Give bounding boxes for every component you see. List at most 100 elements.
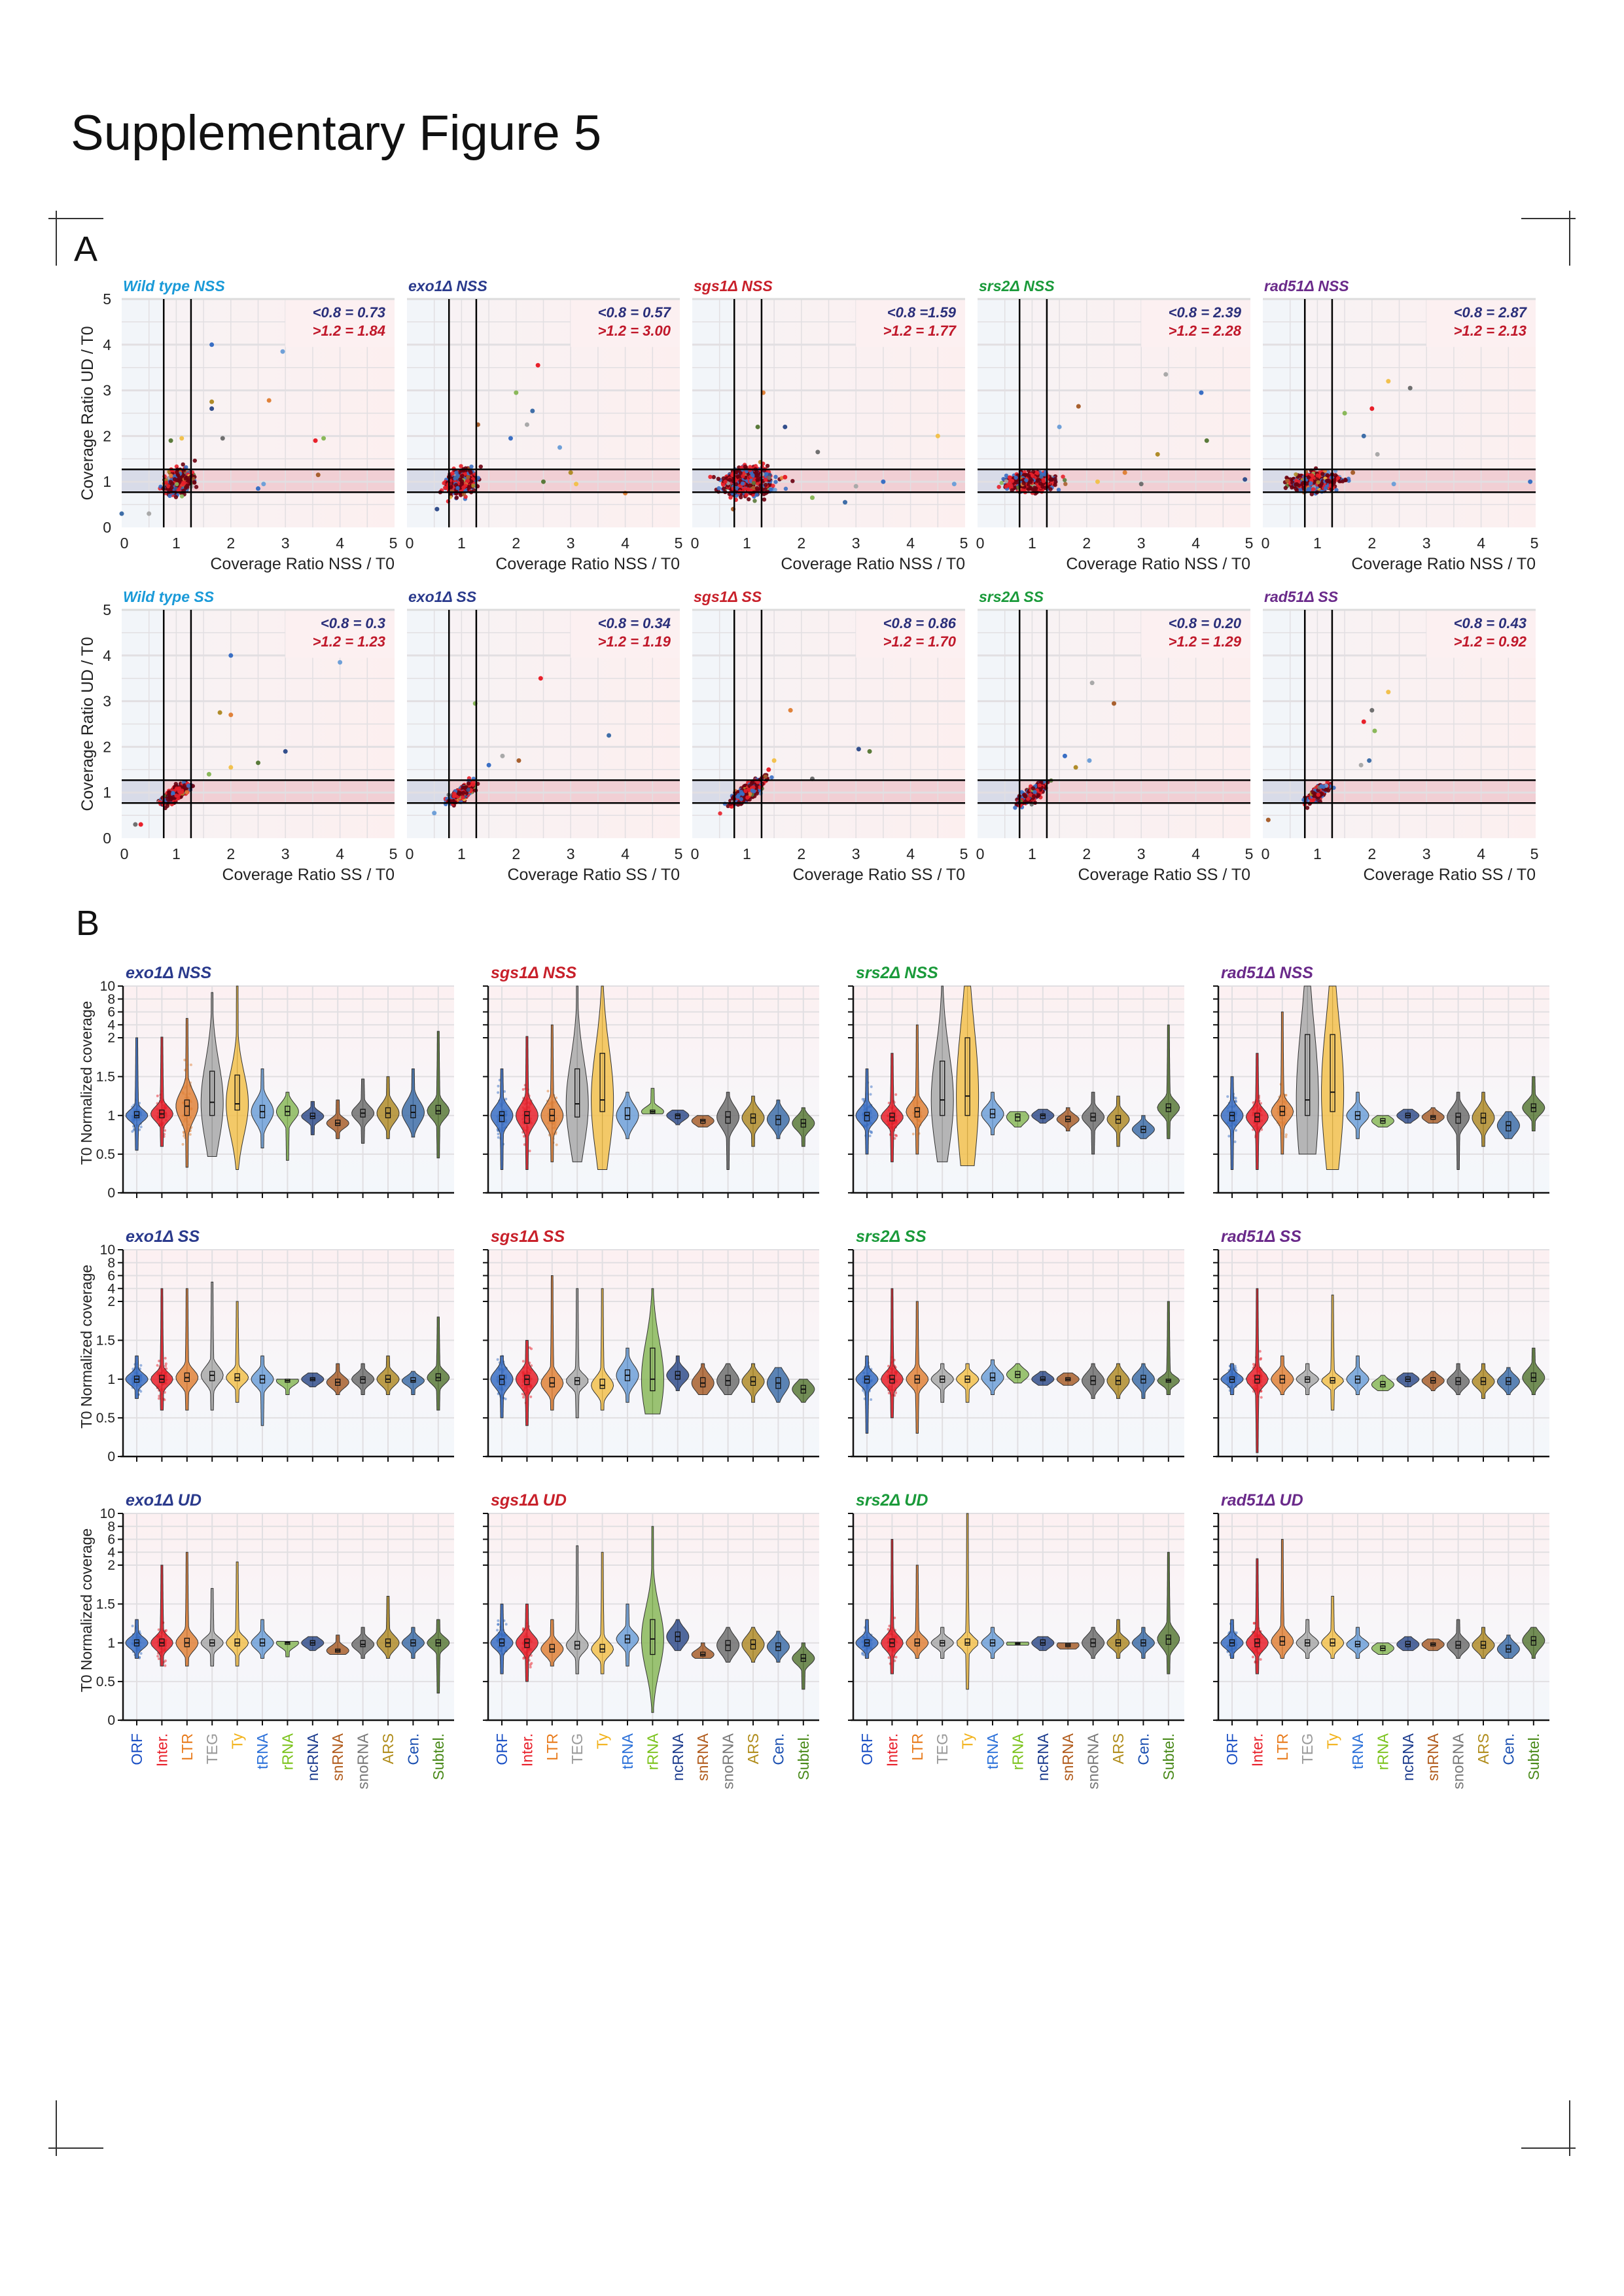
data-point	[478, 464, 483, 469]
data-point	[1325, 473, 1330, 478]
data-point	[168, 493, 172, 499]
outlier-point	[607, 733, 612, 738]
data-point	[181, 481, 186, 486]
outlier-point	[1391, 482, 1396, 487]
section-label-b: B	[76, 904, 100, 943]
y-tick-label: 0	[103, 519, 111, 536]
data-point	[783, 486, 788, 491]
scatter-panel-srs2-nss: srs2Δ NSS<0.8 = 2.39>1.2 = 2.280 1 2 3 4 5Cov…	[976, 277, 1254, 573]
panel-title-condition: SS	[456, 588, 476, 605]
x-tick-label: 4	[1192, 535, 1200, 552]
panel-title-strain: exo1Δ	[408, 588, 452, 605]
data-point	[1283, 486, 1288, 490]
outlier-point	[147, 511, 152, 516]
panel-title-condition: NSS	[741, 277, 773, 294]
outlier-point	[283, 749, 288, 754]
data-point	[751, 481, 756, 486]
outlier-point	[1139, 482, 1144, 487]
data-point	[172, 474, 177, 479]
panel-title-condition: SS	[194, 588, 214, 605]
data-point	[743, 465, 748, 469]
data-point	[999, 480, 1004, 486]
data-point	[1062, 478, 1067, 482]
data-point	[466, 474, 470, 480]
x-axis-label: Coverage Ratio SS / T0	[222, 866, 395, 884]
data-point	[1053, 477, 1057, 482]
outlier-point	[1369, 406, 1375, 412]
x-tick-label: 2	[1368, 535, 1376, 552]
panel-title-strain: sgs1Δ	[694, 277, 737, 294]
data-point	[716, 476, 721, 482]
outlier-point	[256, 760, 260, 766]
panel-title-strain: exo1Δ	[408, 277, 452, 294]
data-point	[716, 486, 721, 491]
data-point	[186, 783, 191, 788]
x-tick-label: 2	[797, 535, 805, 552]
outlier-point	[209, 342, 215, 347]
x-axis-label: Coverage Ratio NSS / T0	[781, 555, 965, 573]
data-point	[458, 477, 463, 482]
data-point	[1311, 487, 1316, 491]
data-point	[763, 477, 768, 482]
data-point	[1014, 480, 1019, 485]
data-point	[192, 480, 197, 485]
data-point	[767, 476, 771, 480]
outlier-point	[280, 349, 285, 354]
data-point	[754, 469, 759, 474]
y-tick-label: 1	[103, 784, 111, 801]
stat-high: >1.2 = 1.84	[313, 323, 385, 339]
data-point	[728, 478, 732, 482]
scatter-panel-rad51-nss: rad51Δ NSS<0.8 = 2.87>1.2 = 2.130 1 2 3 4 5Co…	[1262, 277, 1539, 573]
x-tick-label: 0	[120, 845, 129, 862]
panel-title: sgs1Δ NSS	[694, 277, 773, 294]
outlier-point	[228, 713, 234, 718]
data-point	[763, 482, 768, 487]
y-tick-label: 2	[103, 738, 111, 755]
outlier-point	[119, 511, 124, 516]
outlier-point	[321, 436, 327, 441]
data-point	[166, 797, 170, 802]
x-tick-label: 1	[172, 845, 181, 862]
panel-title-condition: NSS	[194, 277, 225, 294]
x-tick-label: 0	[1262, 535, 1270, 552]
data-point	[454, 470, 459, 475]
outlier-point	[1528, 479, 1533, 484]
panel-title-condition: NSS	[456, 277, 487, 294]
stat-high: >1.2 = 2.28	[1169, 323, 1242, 339]
outlier-point	[209, 399, 215, 404]
crop-marks	[48, 211, 1576, 2156]
data-point	[459, 464, 463, 468]
data-point	[723, 480, 728, 484]
data-point	[177, 476, 181, 481]
x-tick-label: 3	[1137, 535, 1146, 552]
data-point	[179, 790, 185, 794]
data-point	[455, 486, 460, 491]
x-tick-label: 0	[406, 845, 414, 862]
outlier-point	[881, 479, 886, 484]
data-point	[763, 487, 768, 492]
stat-low: <0.8 = 0.73	[313, 304, 385, 321]
x-tick-label: 4	[621, 845, 629, 862]
panel-title-strain: Wild type	[123, 588, 190, 605]
stat-low: <0.8 = 0.3	[321, 615, 385, 631]
outlier-point	[338, 660, 343, 665]
outlier-point	[815, 450, 821, 455]
data-point	[746, 487, 751, 492]
outlier-point	[313, 438, 318, 443]
data-point	[179, 494, 185, 499]
y-tick-label: 5	[103, 601, 111, 618]
scatter-panel-exo1-nss: exo1Δ NSS<0.8 = 0.57>1.2 = 3.000 1 2 3 4 5Cov…	[406, 277, 683, 573]
outlier-point	[138, 822, 143, 827]
data-point	[1021, 481, 1026, 486]
data-point	[1048, 477, 1053, 482]
data-point	[1340, 479, 1345, 484]
outlier-point	[935, 433, 940, 438]
x-tick-label: 2	[512, 535, 520, 552]
data-point	[1026, 487, 1031, 491]
x-tick-label: 2	[226, 535, 235, 552]
x-tick-label: 5	[675, 535, 683, 552]
data-point	[465, 478, 470, 484]
data-point	[1026, 473, 1031, 478]
data-point	[194, 484, 199, 489]
data-point	[1056, 487, 1061, 492]
